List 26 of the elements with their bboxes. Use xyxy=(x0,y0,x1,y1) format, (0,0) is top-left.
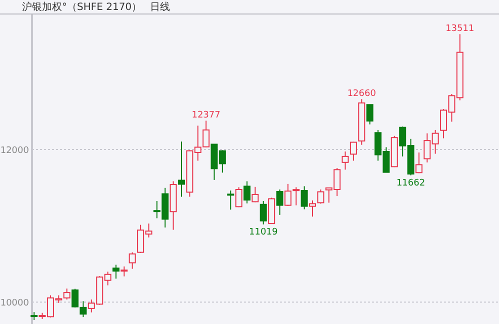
annotation: 12377 xyxy=(192,110,220,121)
annotation: 11662 xyxy=(396,178,426,188)
annotation: 13511 xyxy=(446,24,474,34)
annotation: 12660 xyxy=(347,89,376,100)
candlestick xyxy=(178,141,185,198)
candlestick xyxy=(276,188,284,216)
candlestick xyxy=(120,266,128,277)
annotation: 11019 xyxy=(249,227,278,238)
candlestick xyxy=(128,252,136,270)
candlestick xyxy=(252,186,259,203)
candlestick xyxy=(366,104,374,125)
candlestick xyxy=(227,190,234,210)
candlestick xyxy=(342,150,349,170)
candlestick xyxy=(260,200,267,225)
candlestick xyxy=(309,200,316,218)
chart-subtitle: 日线 xyxy=(150,1,170,13)
y-tick-label: 12000 xyxy=(0,146,30,156)
candlestick xyxy=(350,141,357,162)
chart-title: 沪银加权°（SHFE 2170） xyxy=(22,1,142,13)
y-tick-label: 10000 xyxy=(0,298,30,309)
candlestick xyxy=(415,152,422,174)
candlestick xyxy=(300,186,308,210)
candlestick xyxy=(112,264,120,280)
candlestick xyxy=(235,186,242,208)
candlestick xyxy=(317,188,324,204)
candlestick xyxy=(244,180,250,204)
